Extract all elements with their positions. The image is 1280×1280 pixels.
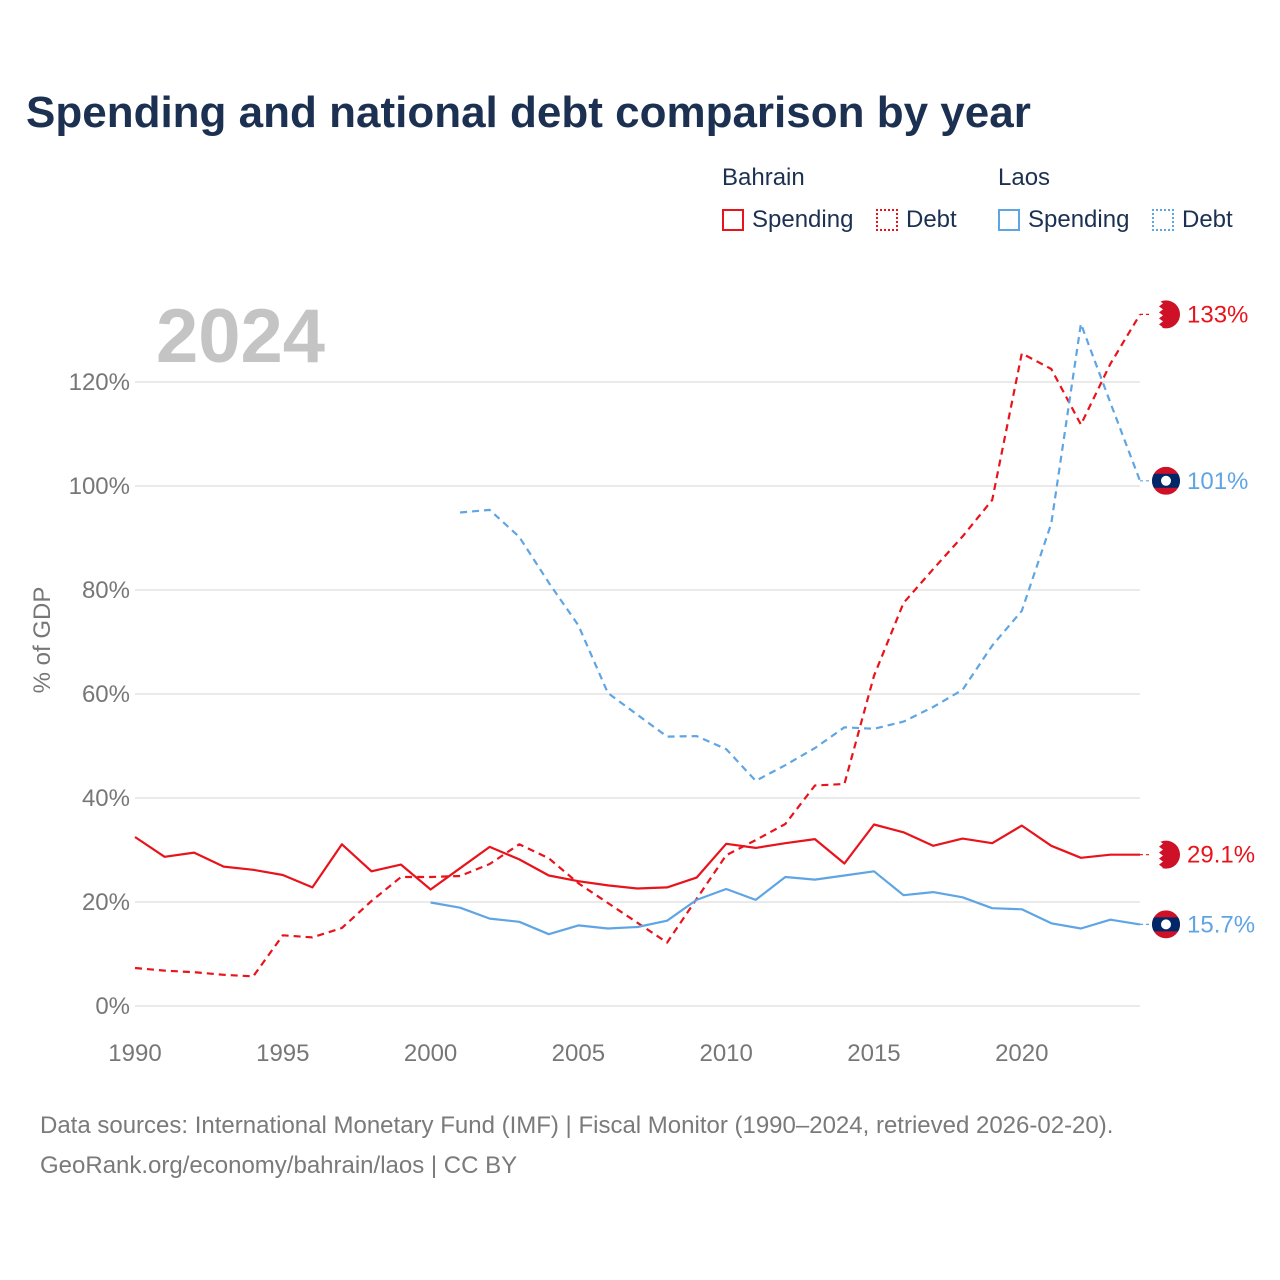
source-note: Data sources: International Monetary Fun… (40, 1106, 1113, 1186)
legend-laos-debt[interactable]: Debt (1152, 206, 1233, 234)
source-line-2[interactable]: GeoRank.org/economy/bahrain/laos | CC BY (40, 1152, 518, 1179)
legend-bahrain-debt[interactable]: Debt (876, 206, 957, 234)
end-value-label: 133% (1187, 301, 1248, 328)
series-line-bahrain-spending (134, 823, 1140, 891)
end-value-label: 101% (1187, 468, 1248, 495)
bahrain-flag-icon (1152, 840, 1180, 869)
legend-bahrain-debt-label: Debt (906, 206, 957, 233)
series-lines (134, 313, 1142, 978)
chart-title: Spending and national debt comparison by… (26, 88, 1031, 137)
y-tick-label: 60% (82, 681, 130, 708)
legend-laos-spending-label: Spending (1028, 206, 1130, 233)
legend-laos-debt-label: Debt (1182, 206, 1233, 233)
x-tick-label: 2005 (552, 1040, 605, 1067)
x-tick-label: 1995 (256, 1040, 309, 1067)
y-tick-label: 0% (95, 993, 130, 1020)
series-line-bahrain-debt (134, 313, 1141, 978)
x-tick-label: 2010 (699, 1040, 752, 1067)
y-axis-ticks: 0% 20% 40% 60% 80% 100% 120% (69, 369, 130, 1020)
y-tick-label: 20% (82, 889, 130, 916)
legend-bahrain-debt-swatch (876, 209, 898, 231)
x-tick-label: 2015 (847, 1040, 900, 1067)
laos-flag-icon (1152, 466, 1180, 495)
y-tick-label: 100% (69, 473, 130, 500)
legend-laos-spending-swatch (998, 209, 1020, 231)
legend-bahrain-heading: Bahrain (722, 164, 805, 191)
series-line-laos-spending (430, 870, 1141, 936)
y-tick-label: 120% (69, 369, 130, 396)
year-watermark: 2024 (156, 294, 325, 379)
y-axis-label: % of GDP (29, 587, 56, 694)
legend-bahrain-spending-label: Spending (752, 206, 854, 233)
end-markers: 29.1% 133% 15.7% 101% (1140, 300, 1255, 939)
legend-bahrain-spending-swatch (722, 209, 744, 231)
end-value-label: 15.7% (1187, 911, 1255, 938)
x-tick-label: 1990 (108, 1040, 161, 1067)
end-value-label: 29.1% (1187, 842, 1255, 869)
laos-flag-icon (1152, 910, 1180, 939)
legend-bahrain-spending[interactable]: Spending (722, 206, 853, 234)
x-axis-ticks: 1990 1995 2000 2005 2010 2015 2020 (108, 1040, 1048, 1067)
y-tick-label: 80% (82, 577, 130, 604)
x-tick-label: 2020 (995, 1040, 1048, 1067)
y-tick-label: 40% (82, 785, 130, 812)
legend-laos-heading: Laos (998, 164, 1051, 191)
bahrain-flag-icon (1152, 300, 1180, 329)
grid-lines (135, 381, 1140, 1007)
legend-laos-debt-swatch (1152, 209, 1174, 231)
series-line-laos-debt (460, 322, 1142, 782)
source-line-1: Data sources: International Monetary Fun… (40, 1112, 1114, 1139)
legend-laos-spending[interactable]: Spending (998, 206, 1129, 234)
x-tick-label: 2000 (404, 1040, 457, 1067)
